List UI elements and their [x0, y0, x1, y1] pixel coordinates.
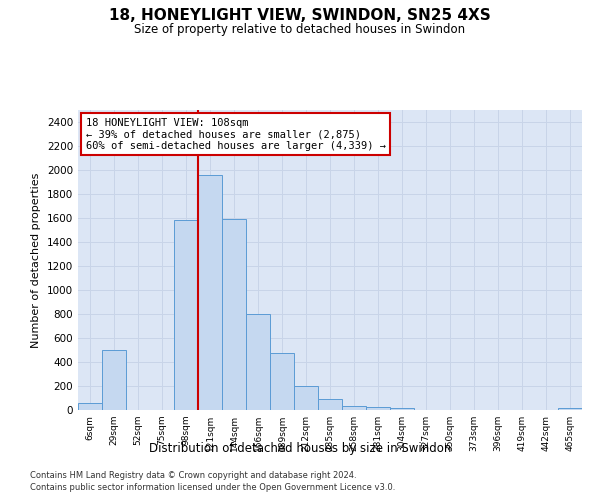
Bar	[390, 408, 414, 410]
Bar	[318, 399, 342, 410]
Bar	[366, 407, 390, 410]
Bar	[222, 219, 246, 410]
Text: 18, HONEYLIGHT VIEW, SWINDON, SN25 4XS: 18, HONEYLIGHT VIEW, SWINDON, SN25 4XS	[109, 8, 491, 22]
Bar	[102, 350, 126, 410]
Bar	[198, 175, 222, 410]
Bar	[246, 314, 270, 410]
Text: Contains public sector information licensed under the Open Government Licence v3: Contains public sector information licen…	[30, 483, 395, 492]
Bar	[558, 408, 582, 410]
Text: Size of property relative to detached houses in Swindon: Size of property relative to detached ho…	[134, 22, 466, 36]
Bar	[78, 404, 102, 410]
Bar	[294, 386, 318, 410]
Bar	[270, 353, 294, 410]
Text: Contains HM Land Registry data © Crown copyright and database right 2024.: Contains HM Land Registry data © Crown c…	[30, 470, 356, 480]
Text: 18 HONEYLIGHT VIEW: 108sqm
← 39% of detached houses are smaller (2,875)
60% of s: 18 HONEYLIGHT VIEW: 108sqm ← 39% of deta…	[86, 118, 386, 150]
Bar	[342, 406, 366, 410]
Text: Distribution of detached houses by size in Swindon: Distribution of detached houses by size …	[149, 442, 451, 455]
Y-axis label: Number of detached properties: Number of detached properties	[31, 172, 41, 348]
Bar	[174, 220, 198, 410]
